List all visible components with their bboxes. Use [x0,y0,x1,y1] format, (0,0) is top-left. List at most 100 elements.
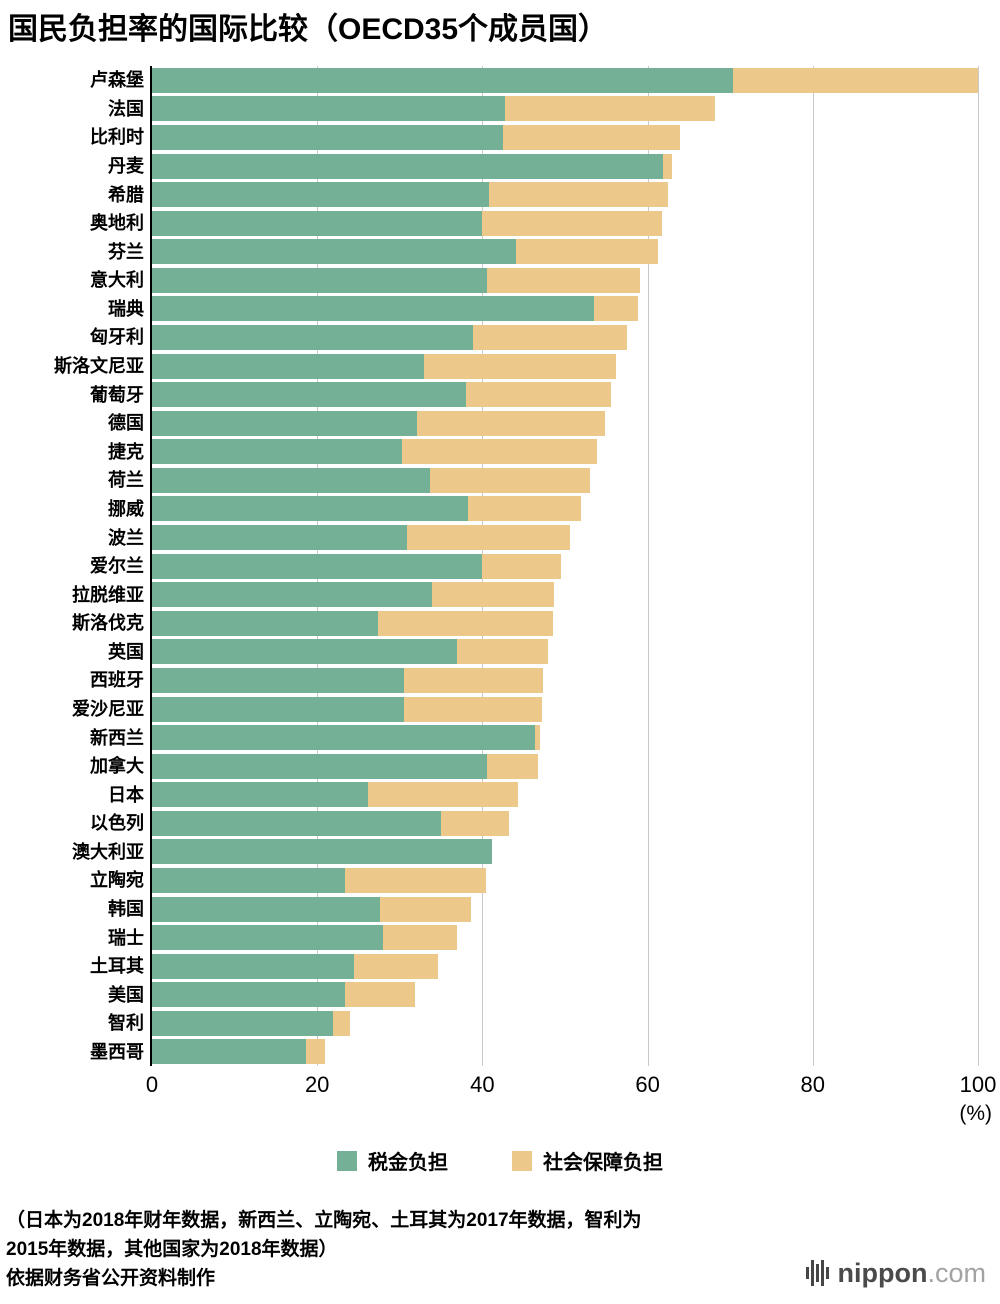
bar-row: 意大利 [0,266,978,295]
bar-track [152,667,978,693]
footnote-line-2: 2015年数据，其他国家为2018年数据） [6,1239,338,1260]
social-security-segment [432,582,555,608]
bar-track [152,582,978,608]
bar-track [152,839,978,865]
bar-track [152,410,978,436]
legend-item-social: 社会保障负担 [512,1146,663,1175]
bar-track [152,610,978,636]
bar-row: 韩国 [0,895,978,924]
bar-row: 卢森堡 [0,66,978,95]
social-security-segment [441,810,509,836]
country-label: 希腊 [108,184,144,205]
tax-burden-segment [152,267,488,293]
bar-row: 英国 [0,638,978,667]
bar-track [152,296,978,322]
footnotes: （日本为2018年财年数据，新西兰、立陶宛、土耳其为2017年数据，智利为 20… [6,1206,796,1293]
bar-track [152,353,978,379]
country-label: 斯洛文尼亚 [54,356,144,377]
legend-label-tax: 税金负担 [368,1152,448,1174]
logo-wordmark: nippon.com [838,1257,986,1288]
social-security-segment [535,725,541,751]
country-label: 意大利 [90,270,144,291]
country-label: 土耳其 [90,956,144,977]
bar-row: 瑞典 [0,295,978,324]
bar-row: 捷克 [0,438,978,467]
country-label: 卢森堡 [90,70,144,91]
gridline [647,66,649,1066]
tax-burden-segment [152,782,368,808]
tax-burden-segment [152,639,457,665]
country-label: 荷兰 [108,470,144,491]
bar-track [152,982,978,1008]
bar-row: 荷兰 [0,466,978,495]
bar-track [152,239,978,265]
tax-burden-segment [152,496,469,522]
social-security-segment [473,324,627,350]
country-label: 葡萄牙 [90,384,144,405]
country-label: 西班牙 [90,670,144,691]
bar-row: 法国 [0,95,978,124]
tax-burden-segment [152,1039,306,1065]
social-security-segment [383,925,457,951]
country-label: 斯洛伐克 [72,613,144,634]
country-label: 芬兰 [108,241,144,262]
social-security-segment [402,439,598,465]
legend-item-tax: 税金负担 [337,1146,448,1175]
bar-track [152,124,978,150]
bar-track [152,925,978,951]
bar-track [152,953,978,979]
tax-burden-segment [152,382,466,408]
tax-burden-segment [152,925,384,951]
country-label: 英国 [108,641,144,662]
social-security-segment [503,124,680,150]
nippon-logo-icon [805,1258,830,1288]
bar-track [152,1010,978,1036]
country-label: 捷克 [108,441,144,462]
chart-title: 国民负担率的国际比较（OECD35个成员国） [8,13,609,46]
bar-row: 丹麦 [0,152,978,181]
bar-row: 加拿大 [0,752,978,781]
social-security-segment [487,753,538,779]
tax-burden-segment [152,324,474,350]
legend: 税金负担 社会保障负担 [0,1146,1000,1175]
country-label: 瑞士 [108,927,144,948]
country-label: 比利时 [90,127,144,148]
bar-row: 澳大利亚 [0,838,978,867]
bar-row: 新西兰 [0,723,978,752]
logo-suffix: .com [927,1257,986,1288]
bar-track [152,553,978,579]
bar-row: 希腊 [0,180,978,209]
country-label: 加拿大 [90,756,144,777]
country-label: 拉脱维亚 [72,584,144,605]
social-security-segment [345,867,486,893]
tax-burden-segment [152,153,664,179]
bar-track [152,525,978,551]
social-security-segment [305,1039,325,1065]
social-security-segment [516,239,659,265]
bar-track [152,153,978,179]
bar-row: 葡萄牙 [0,380,978,409]
country-label: 澳大利亚 [72,841,144,862]
country-label: 德国 [108,413,144,434]
social-security-segment [354,953,438,979]
country-label: 丹麦 [108,156,144,177]
tax-burden-segment [152,867,346,893]
bar-row: 德国 [0,409,978,438]
source-note: 依据财务省公开资料制作 [6,1268,216,1289]
x-tick-label: 60 [635,1072,660,1097]
tax-burden-segment [152,353,424,379]
social-security-segment [593,296,638,322]
nippon-com-logo: nippon.com [805,1257,986,1288]
y-axis-line [150,66,152,1066]
social-security-segment [663,153,672,179]
bar-row: 立陶宛 [0,866,978,895]
social-security-segment [456,639,548,665]
bar-row: 匈牙利 [0,323,978,352]
tax-burden-segment [152,96,505,122]
bar-track [152,639,978,665]
bar-track [152,1039,978,1065]
country-label: 奥地利 [90,213,144,234]
country-label: 挪威 [108,498,144,519]
tax-burden-segment [152,67,734,93]
tax-burden-segment [152,182,489,208]
